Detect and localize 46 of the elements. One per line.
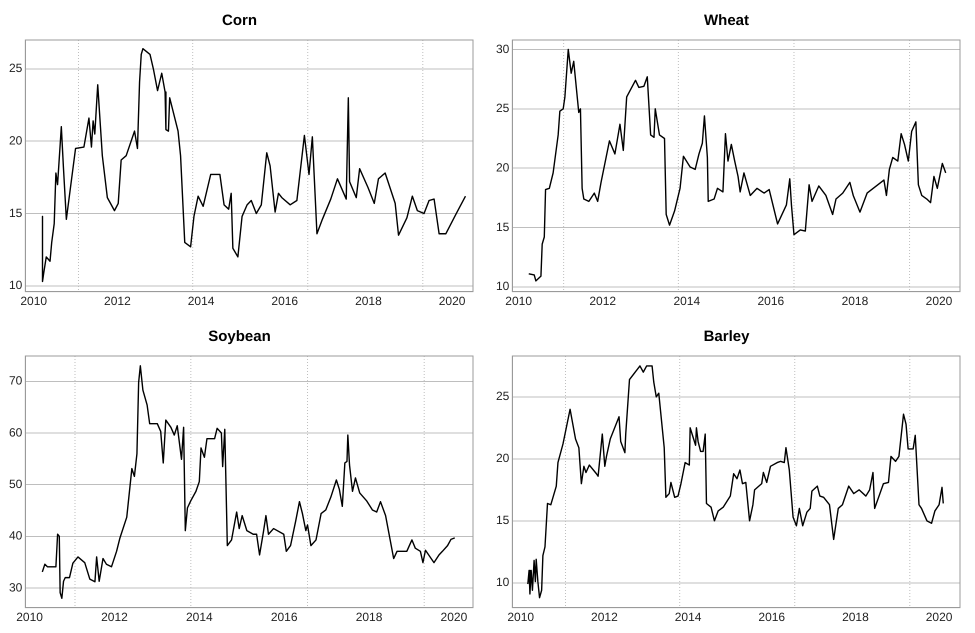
y-tick-label: 10 xyxy=(496,575,510,590)
y-tick-label: 50 xyxy=(8,476,23,491)
x-tick-label: 2010 xyxy=(20,294,48,308)
y-tick-label: 10 xyxy=(8,278,23,292)
x-tick-label: 2018 xyxy=(355,294,382,308)
y-tick-label: 30 xyxy=(8,580,23,594)
x-tick-label: 2014 xyxy=(186,610,213,624)
x-tick-label: 2012 xyxy=(104,294,132,308)
x-tick-label: 2012 xyxy=(589,294,616,308)
y-tick-label: 25 xyxy=(496,389,510,404)
x-tick-label: 2016 xyxy=(270,610,298,624)
y-tick-label: 20 xyxy=(8,134,23,148)
x-tick-label: 2010 xyxy=(507,610,534,624)
y-tick-label: 15 xyxy=(496,513,510,528)
chart-title: Barley xyxy=(704,328,750,346)
y-tick-label: 25 xyxy=(8,61,23,76)
y-tick-label: 30 xyxy=(496,42,510,56)
y-tick-label: 60 xyxy=(8,425,23,440)
x-tick-label: 2014 xyxy=(674,610,702,624)
y-tick-label: 40 xyxy=(8,528,23,543)
x-tick-label: 2016 xyxy=(758,610,786,624)
chart-title: Corn xyxy=(222,12,257,30)
x-tick-label: 2010 xyxy=(505,294,532,308)
x-tick-label: 2020 xyxy=(438,294,466,308)
y-tick-label: 15 xyxy=(496,220,510,234)
x-tick-label: 2012 xyxy=(101,610,128,624)
y-tick-label: 15 xyxy=(8,206,23,220)
x-tick-label: 2020 xyxy=(926,294,953,308)
x-tick-label: 2010 xyxy=(16,610,44,624)
x-tick-label: 2018 xyxy=(356,610,383,624)
x-tick-label: 2014 xyxy=(188,294,215,308)
x-tick-label: 2014 xyxy=(673,294,700,308)
x-tick-label: 2012 xyxy=(591,610,618,624)
chart-title: Wheat xyxy=(704,12,750,30)
y-tick-label: 20 xyxy=(496,451,510,466)
y-tick-label: 10 xyxy=(496,279,510,294)
y-tick-label: 70 xyxy=(8,374,23,388)
x-tick-label: 2018 xyxy=(842,294,869,308)
x-tick-label: 2016 xyxy=(271,294,298,308)
x-tick-label: 2020 xyxy=(440,610,468,624)
y-tick-label: 25 xyxy=(496,101,510,116)
x-tick-label: 2018 xyxy=(842,610,870,624)
chart-title: Soybean xyxy=(208,328,271,346)
x-tick-label: 2016 xyxy=(758,294,785,308)
x-tick-label: 2020 xyxy=(926,610,953,624)
y-tick-label: 20 xyxy=(496,160,510,174)
